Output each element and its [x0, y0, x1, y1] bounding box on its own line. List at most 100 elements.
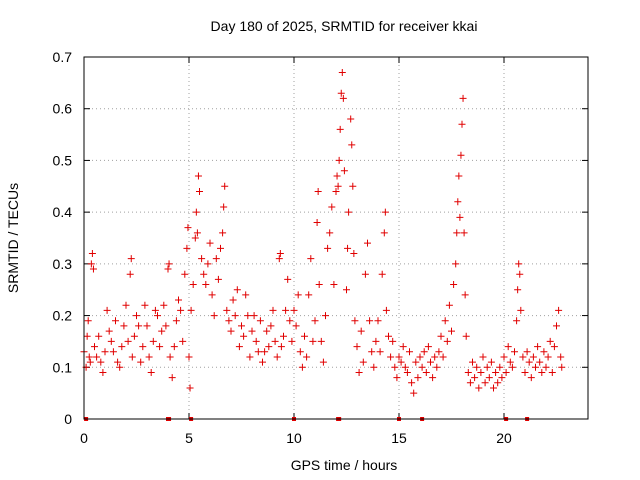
data-point [250, 312, 258, 320]
data-point [83, 332, 91, 340]
data-point [231, 312, 239, 320]
data-point [165, 260, 173, 268]
data-point [344, 244, 352, 252]
data-point [464, 368, 472, 376]
data-point [450, 281, 458, 289]
data-point [385, 332, 392, 340]
data-point [418, 363, 426, 371]
data-point [532, 363, 539, 371]
data-point [336, 125, 344, 133]
data-point [238, 322, 245, 330]
data-point [343, 286, 350, 294]
data-point [534, 343, 542, 351]
data-point [296, 348, 304, 356]
data-point [265, 343, 273, 351]
data-point [429, 374, 437, 382]
data-point [162, 322, 170, 330]
data-point [109, 348, 117, 356]
data-point [458, 120, 466, 128]
data-point [368, 348, 376, 356]
data-point [350, 250, 358, 258]
x-tick-label: 5 [185, 430, 193, 446]
data-point [124, 337, 132, 345]
data-point [397, 358, 405, 366]
data-point [275, 255, 283, 263]
data-point [269, 306, 277, 314]
data-point [514, 286, 522, 294]
data-point [186, 384, 194, 392]
data-point [170, 343, 178, 351]
data-point [193, 229, 201, 237]
data-point [437, 332, 445, 340]
data-point [414, 374, 422, 382]
data-point [469, 358, 476, 366]
data-point [307, 255, 315, 263]
data-point [288, 337, 296, 345]
data-point [284, 275, 292, 283]
data-point [112, 317, 119, 325]
data-point [225, 317, 233, 325]
data-point [359, 358, 367, 366]
data-point [355, 368, 363, 376]
data-point [204, 260, 212, 268]
data-point [422, 368, 430, 376]
x-tick-label: 0 [80, 430, 88, 446]
data-point [542, 363, 550, 371]
data-point [455, 172, 463, 180]
data-point [116, 363, 124, 371]
data-point [105, 327, 113, 335]
data-point [376, 348, 384, 356]
data-point [267, 322, 275, 330]
data-point [158, 327, 166, 335]
data-point [252, 337, 260, 345]
data-point [424, 343, 432, 351]
data-point [471, 374, 479, 382]
data-point [326, 229, 334, 237]
x-tick-label: 10 [286, 430, 302, 446]
data-point [282, 306, 290, 314]
data-point [149, 337, 157, 345]
data-point [217, 244, 224, 252]
data-point [361, 270, 369, 278]
data-point [212, 255, 220, 263]
data-point [280, 332, 287, 340]
data-point [128, 353, 136, 361]
data-point [248, 327, 256, 335]
data-point [395, 353, 403, 361]
data-point [314, 187, 322, 195]
data-point [441, 317, 449, 325]
data-point [529, 353, 537, 361]
data-point [333, 172, 341, 180]
data-point [277, 343, 285, 351]
data-point [382, 306, 390, 314]
data-point [332, 187, 340, 195]
data-point [475, 384, 483, 392]
data-point [420, 348, 428, 356]
data-point [85, 353, 93, 361]
data-point [548, 368, 556, 376]
data-point [298, 363, 306, 371]
data-point [127, 255, 135, 263]
data-point [544, 353, 552, 361]
data-point [246, 353, 254, 361]
data-point [261, 348, 269, 356]
y-tick-label: 0.7 [53, 49, 73, 65]
data-point [184, 224, 192, 232]
data-point [477, 368, 485, 376]
data-point [487, 358, 495, 366]
data-point [160, 301, 168, 309]
data-point [500, 353, 508, 361]
data-point [99, 368, 107, 376]
data-point [220, 203, 228, 211]
data-point [97, 358, 105, 366]
data-point [506, 358, 514, 366]
data-point [101, 348, 109, 356]
x-tick-label: 15 [391, 430, 407, 446]
data-point [496, 363, 504, 371]
data-point [202, 281, 210, 289]
data-point [135, 322, 143, 330]
data-point [399, 343, 407, 351]
data-point [172, 317, 180, 325]
data-point [479, 353, 487, 361]
data-point [107, 337, 115, 345]
